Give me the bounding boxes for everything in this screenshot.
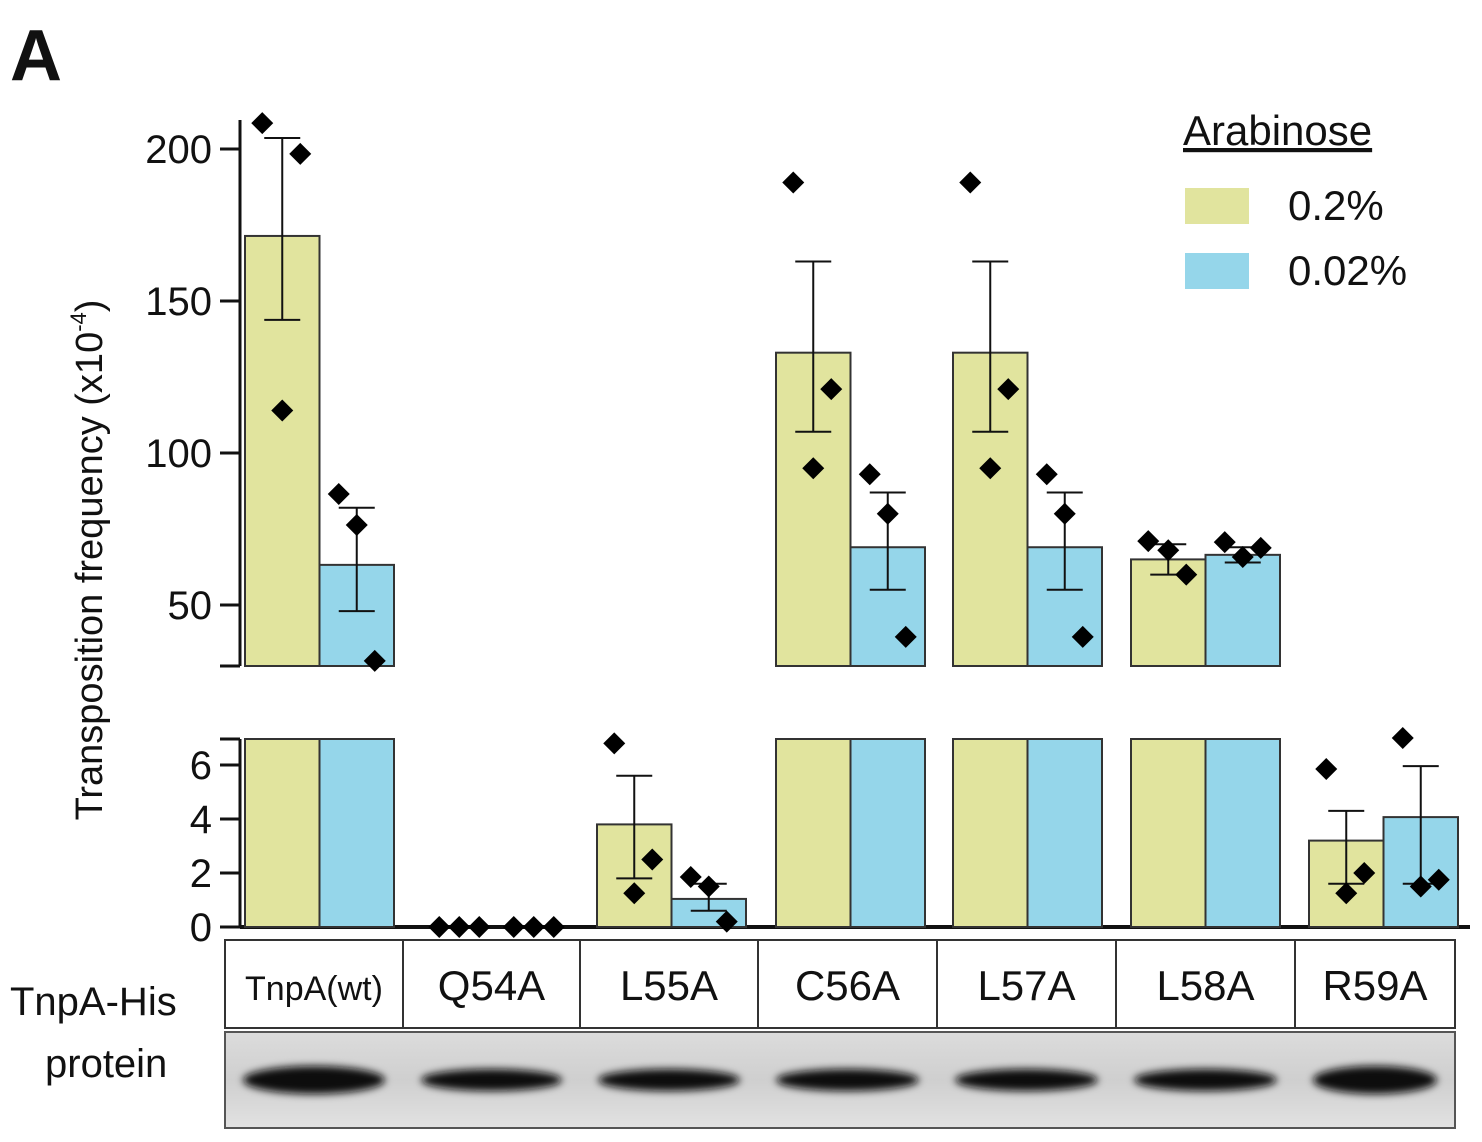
- group-R59A: [1308, 727, 1459, 928]
- data-point: [782, 171, 805, 194]
- y-tick-label: 100: [145, 432, 212, 476]
- data-point: [1249, 536, 1272, 559]
- category-label: TnpA(wt): [245, 970, 383, 1008]
- bar-lower-segment: [1204, 738, 1281, 928]
- category-label: C56A: [795, 962, 900, 1009]
- protein-band: [955, 1069, 1098, 1091]
- protein-band: [243, 1066, 385, 1094]
- row-label-protein: protein: [45, 1042, 167, 1086]
- legend-label-0.02: 0.02%: [1288, 247, 1407, 294]
- protein-table: TnpA-His protein TnpA(wt) Q54A L55A C56A L57…: [10, 939, 1456, 1129]
- data-point: [1391, 727, 1414, 749]
- y-axis-label: Transposition frequency (x10-4): [66, 300, 111, 821]
- data-point: [997, 378, 1020, 401]
- protein-band: [776, 1069, 919, 1091]
- bar-lower-segment: [1026, 738, 1103, 928]
- group-TnpA(wt): [244, 112, 395, 928]
- data-point: [715, 910, 738, 933]
- legend: Arabinose 0.2% 0.02%: [1183, 107, 1407, 294]
- data-point: [522, 916, 545, 938]
- bar-lower-segment: [849, 738, 926, 928]
- bar-lower-segment: [318, 738, 395, 928]
- y-tick-label: 6: [190, 744, 212, 788]
- data-point: [502, 916, 525, 938]
- y-tick-label: 4: [190, 798, 212, 842]
- data-point: [1213, 531, 1236, 554]
- y-tick-label: 0: [190, 906, 212, 950]
- data-point: [468, 916, 491, 938]
- bar-lower-segment: [244, 738, 321, 928]
- data-point: [858, 463, 881, 486]
- legend-label-0.2: 0.2%: [1288, 182, 1384, 229]
- data-point: [1427, 868, 1450, 891]
- legend-swatch-0.2: [1185, 188, 1249, 224]
- data-point: [1035, 463, 1058, 486]
- data-point: [345, 514, 368, 537]
- data-point: [894, 625, 917, 648]
- group-L58A: [1130, 530, 1281, 928]
- legend-title: Arabinose: [1183, 107, 1372, 154]
- panel-label: A: [10, 16, 62, 96]
- y-tick-label: 50: [168, 584, 213, 628]
- group-L57A: [952, 171, 1103, 928]
- category-label: L55A: [620, 962, 718, 1009]
- data-point: [1175, 563, 1198, 586]
- protein-band: [421, 1069, 562, 1091]
- data-point: [979, 457, 1002, 480]
- category-label: Q54A: [438, 962, 545, 1009]
- data-point: [327, 483, 350, 506]
- group-L55A: [596, 732, 747, 933]
- category-label: R59A: [1322, 962, 1427, 1009]
- data-point: [271, 399, 294, 422]
- bar-lower-segment: [775, 738, 852, 928]
- data-point: [623, 882, 646, 905]
- data-point: [1053, 502, 1076, 525]
- data-point: [603, 732, 626, 755]
- data-point: [363, 649, 386, 672]
- data-point: [820, 378, 843, 401]
- data-point: [876, 502, 899, 525]
- data-point: [448, 916, 471, 938]
- data-point: [1315, 758, 1338, 781]
- row-label-tnpa-his: TnpA-His: [10, 980, 177, 1024]
- data-point: [251, 112, 274, 135]
- category-label: L57A: [977, 962, 1075, 1009]
- data-point: [1335, 882, 1358, 905]
- protein-band: [1134, 1069, 1277, 1091]
- data-point: [802, 457, 825, 480]
- data-point: [1231, 545, 1254, 568]
- category-label: L58A: [1156, 962, 1254, 1009]
- y-tick-label: 2: [190, 852, 212, 896]
- data-point: [1137, 530, 1160, 553]
- data-point: [289, 142, 312, 165]
- y-tick-label: 200: [145, 128, 212, 172]
- data-point: [697, 875, 720, 898]
- y-tick-label: 150: [145, 280, 212, 324]
- data-point: [1157, 539, 1180, 562]
- group-Q54A: [428, 916, 565, 938]
- data-point: [1353, 862, 1376, 884]
- data-point: [959, 171, 982, 194]
- bar-lower-segment: [1130, 738, 1207, 928]
- protein-band: [598, 1069, 740, 1091]
- data-point: [679, 866, 702, 889]
- data-point: [641, 848, 664, 871]
- data-point: [428, 916, 451, 938]
- data-point: [542, 916, 565, 938]
- group-C56A: [775, 171, 926, 928]
- data-point: [1409, 875, 1432, 898]
- bar-lower-segment: [952, 738, 1029, 928]
- data-point: [1071, 625, 1094, 648]
- bar: [1204, 553, 1281, 668]
- protein-band: [1313, 1066, 1437, 1094]
- legend-swatch-0.02: [1185, 253, 1249, 289]
